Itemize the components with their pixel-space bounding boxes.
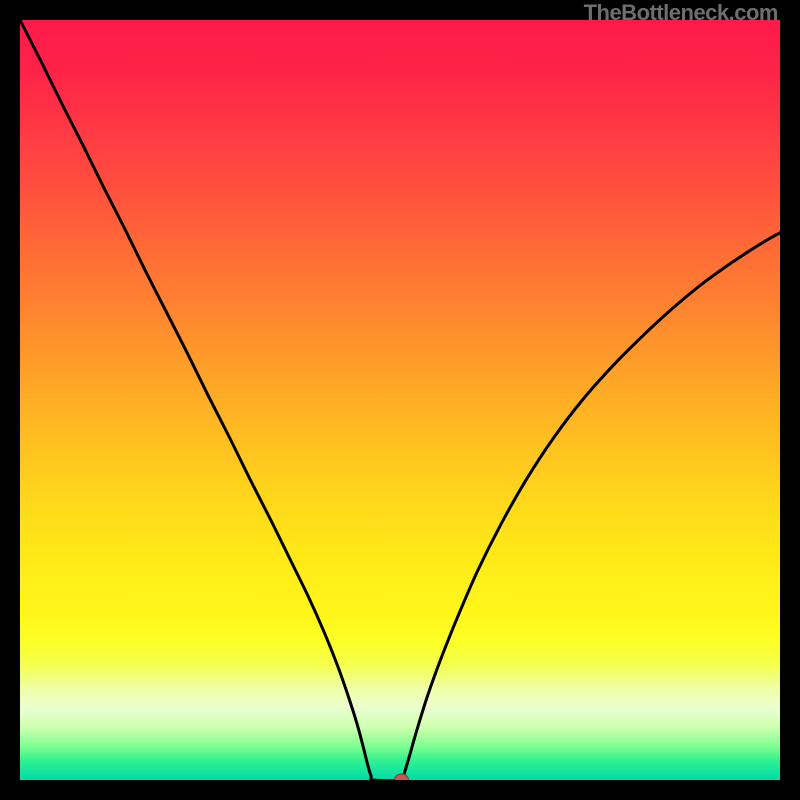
curve-layer — [20, 20, 780, 780]
optimal-point-marker — [395, 774, 409, 780]
chart-container: TheBottleneck.com — [0, 0, 800, 800]
watermark-text: TheBottleneck.com — [584, 0, 778, 26]
plot-area — [20, 20, 780, 780]
bottleneck-curve — [20, 20, 780, 780]
